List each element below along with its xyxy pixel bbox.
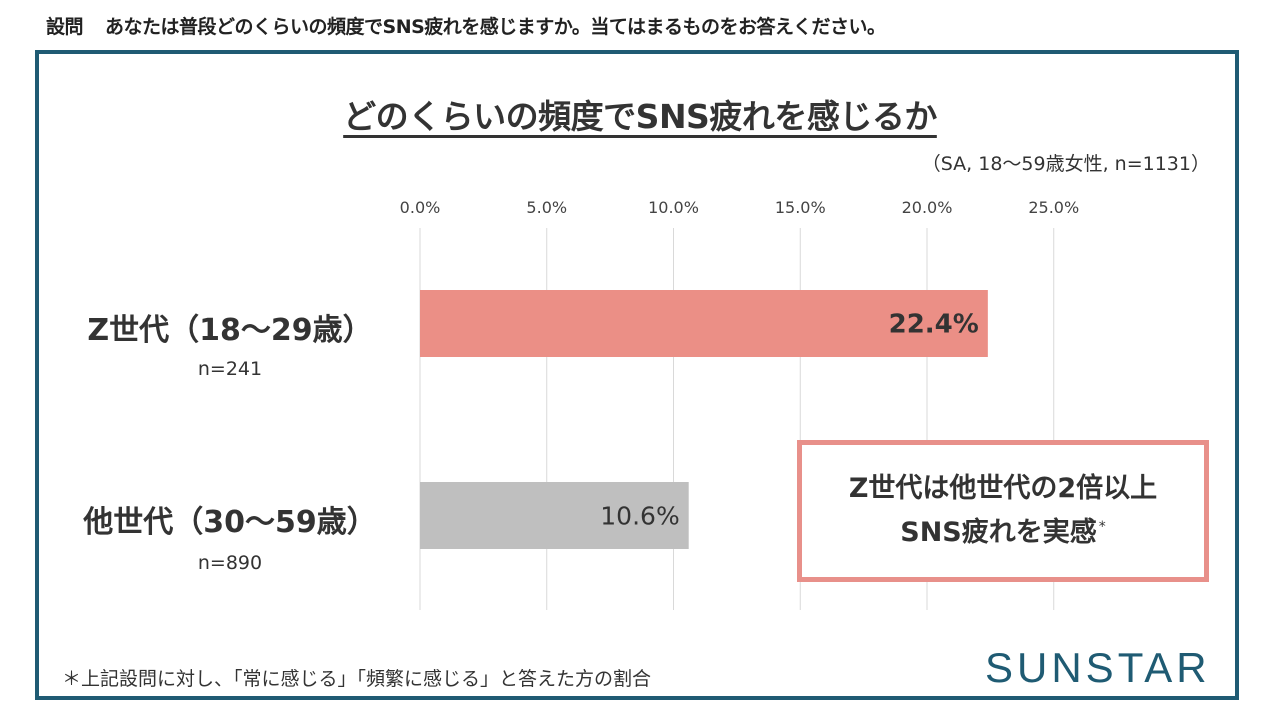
sample-size-other-gen: n=890 [197, 552, 263, 574]
bar [420, 482, 689, 549]
bar [420, 290, 988, 357]
bar-value-label: 22.4% [889, 310, 979, 340]
x-tick-label: 25.0% [1028, 198, 1079, 217]
x-tick-label: 20.0% [902, 198, 953, 217]
category-label-other-gen: 他世代（30～59歳） [83, 505, 377, 540]
chart-subtitle: （SA, 18～59歳女性, n=1131） [921, 153, 1210, 175]
chart-frame [35, 50, 1239, 700]
sample-size-z-gen: n=241 [197, 358, 263, 380]
callout-box: Z世代は他世代の2倍以上 SNS疲れを実感 * [797, 440, 1209, 582]
x-tick-label: 0.0% [400, 198, 441, 217]
callout-footnote-mark: * [1098, 519, 1106, 535]
x-tick-label: 5.0% [526, 198, 567, 217]
chart-title: どのくらいの頻度でSNS疲れを感じるか [343, 97, 937, 136]
question-text: あなたは普段どのくらいの頻度でSNS疲れを感じますか。当てはまるものをお答えくだ… [105, 16, 886, 38]
x-tick-label: 10.0% [648, 198, 699, 217]
callout-line1: Z世代は他世代の2倍以上 [848, 473, 1158, 504]
x-tick-label: 15.0% [775, 198, 826, 217]
question-label: 設問 [46, 16, 84, 38]
callout-line2-wrap: SNS疲れを実感 * [900, 508, 1106, 552]
bar-value-label: 10.6% [600, 502, 679, 531]
footnote: ＊上記設問に対し、「常に感じる」「頻繁に感じる」と答えた方の割合 [62, 668, 652, 690]
question-header: 設問 あなたは普段どのくらいの頻度でSNS疲れを感じますか。当てはまるものをお答え… [46, 12, 886, 39]
category-label-z-gen: Z世代（18～29歳） [87, 313, 373, 348]
sunstar-logo: SUNSTAR [985, 644, 1211, 691]
callout-line2: SNS疲れを実感 [900, 517, 1097, 548]
